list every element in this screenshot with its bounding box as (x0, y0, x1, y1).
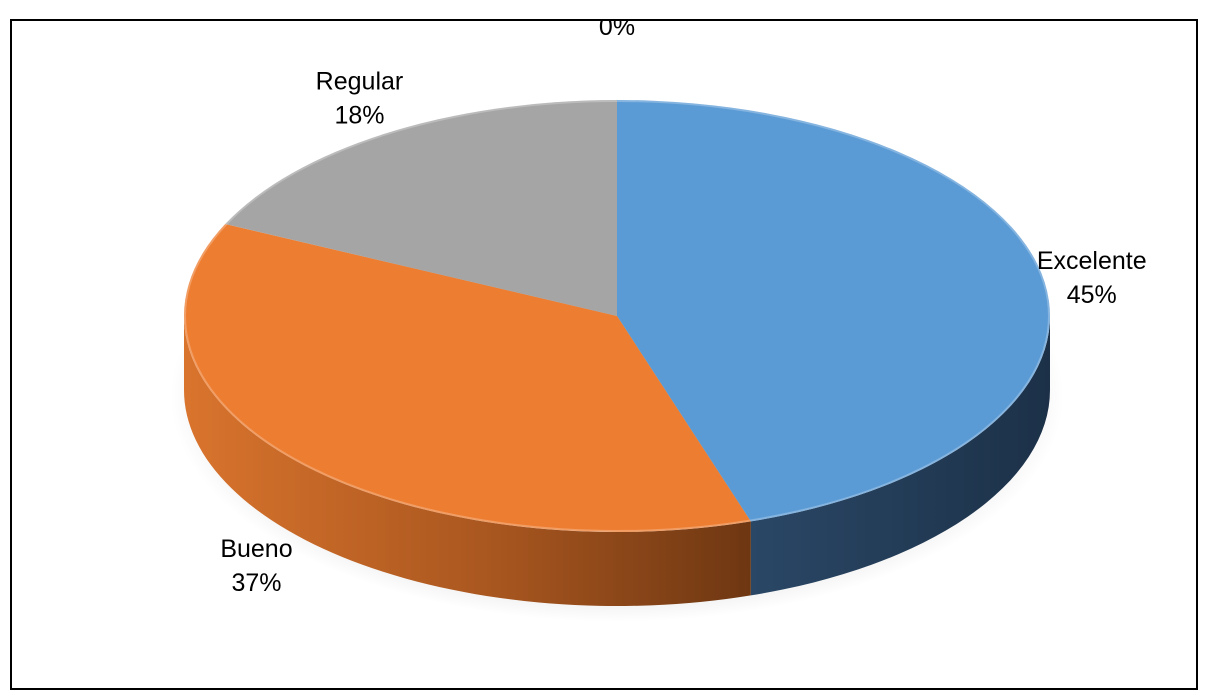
data-label-regular: Regular 18% (316, 67, 404, 129)
data-label-excelente: Excelente 45% (1037, 247, 1147, 309)
label-percent-regular: 18% (334, 101, 384, 129)
pie-labels: Excelente 45% Bueno 37% Regular 18% Pésimo0% (220, 21, 1146, 597)
label-percent-pesimo: 0% (599, 21, 635, 41)
pie-tops (183, 100, 1050, 533)
label-category-bueno: Bueno (220, 535, 292, 563)
pie-side-excelente (750, 316, 1050, 596)
data-label-bueno: Bueno 37% (220, 535, 292, 597)
pie-slice-regular (225, 100, 617, 316)
pie-slice-excelente (617, 100, 1050, 522)
label-percent-bueno: 37% (231, 569, 281, 597)
label-category-regular: Regular (316, 67, 404, 95)
chart-frame: Excelente 45% Bueno 37% Regular 18% Pésimo0% (10, 19, 1198, 690)
pie-slice-bueno (183, 224, 751, 533)
label-category-excelente: Excelente (1037, 247, 1147, 275)
data-label-pesimo: Pésimo0% (599, 21, 635, 41)
pie-rim-highlight (184, 100, 1050, 532)
pie-chart: Excelente 45% Bueno 37% Regular 18% Pésimo0% (170, 21, 1147, 622)
pie-side-bueno (184, 316, 751, 607)
pie-sides (184, 316, 1050, 607)
label-percent-excelente: 45% (1067, 281, 1117, 309)
